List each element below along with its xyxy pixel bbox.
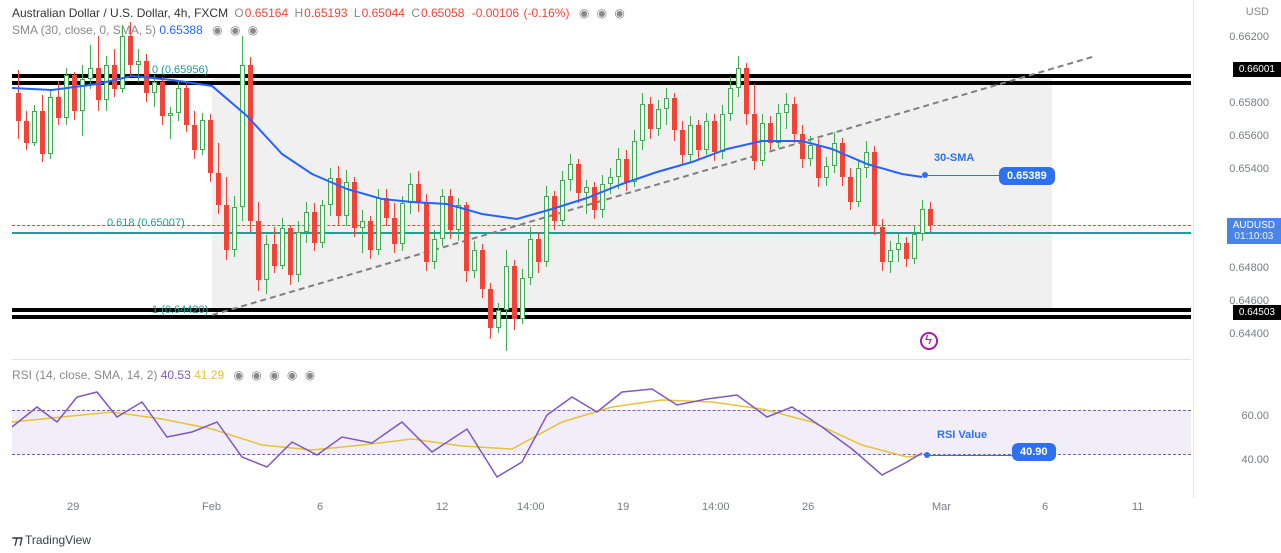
fib-618-line[interactable] xyxy=(12,232,1191,234)
x-tick: 19 xyxy=(617,501,629,513)
last-price-line xyxy=(12,225,1191,226)
x-tick: 26 xyxy=(802,501,814,513)
rsi-y-tick: 40.00 xyxy=(1241,454,1269,466)
sma-callout-value: 0.65389 xyxy=(999,167,1055,185)
price-pane[interactable]: 0 (0.65956) 0.618 (0.65007) 1 (0.64420) xyxy=(12,4,1191,360)
y-tick: 0.65600 xyxy=(1229,130,1269,142)
x-tick: Mar xyxy=(932,501,951,513)
y-tick: 0.66200 xyxy=(1229,31,1269,43)
rsi-callout-line xyxy=(930,455,1012,456)
y-tick: 0.65400 xyxy=(1229,163,1269,175)
x-tick: 6 xyxy=(1042,501,1048,513)
time-axis[interactable]: 29 Feb 6 12 14:00 19 14:00 26 Mar 6 11 xyxy=(12,497,1191,523)
resistance-line-upper2[interactable] xyxy=(12,81,1191,85)
fib-label-1: 1 (0.64420) xyxy=(152,304,208,316)
symbol-countdown-box: AUDUSD 01:10:03 xyxy=(1227,218,1281,244)
x-tick: 6 xyxy=(317,501,323,513)
y-axis[interactable]: USD 0.66200 0.65800 0.65600 0.65400 0.64800 0… xyxy=(1193,0,1281,498)
resistance-price-box: 0.66001 xyxy=(1233,62,1281,77)
tradingview-logo[interactable]: ⁊⁊TradingView xyxy=(12,533,91,547)
rsi-pane[interactable]: RSI Value 40.90 xyxy=(12,367,1191,497)
x-tick: 14:00 xyxy=(517,501,545,513)
x-tick: 12 xyxy=(436,501,448,513)
x-tick: 14:00 xyxy=(702,501,730,513)
y-tick: 0.64400 xyxy=(1229,328,1269,340)
x-tick: 29 xyxy=(67,501,79,513)
rsi-callout-value: 40.90 xyxy=(1012,443,1056,461)
fib-label-618: 0.618 (0.65007) xyxy=(107,217,185,229)
rsi-upper-bound xyxy=(12,410,1191,411)
x-tick: Feb xyxy=(202,501,221,513)
rsi-y-tick: 60.00 xyxy=(1241,410,1269,422)
sma-callout-line xyxy=(928,175,999,176)
rsi-callout-label: RSI Value xyxy=(937,429,987,441)
y-tick: 0.65800 xyxy=(1229,97,1269,109)
bolt-icon[interactable] xyxy=(920,332,938,350)
support-price-box: 0.64503 xyxy=(1233,305,1281,320)
fib-label-0: 0 (0.65956) xyxy=(152,64,208,76)
y-axis-currency: USD xyxy=(1246,6,1269,18)
y-tick: 0.64800 xyxy=(1229,262,1269,274)
x-tick: 11 xyxy=(1132,501,1143,513)
sma-callout-label: 30-SMA xyxy=(934,152,974,164)
